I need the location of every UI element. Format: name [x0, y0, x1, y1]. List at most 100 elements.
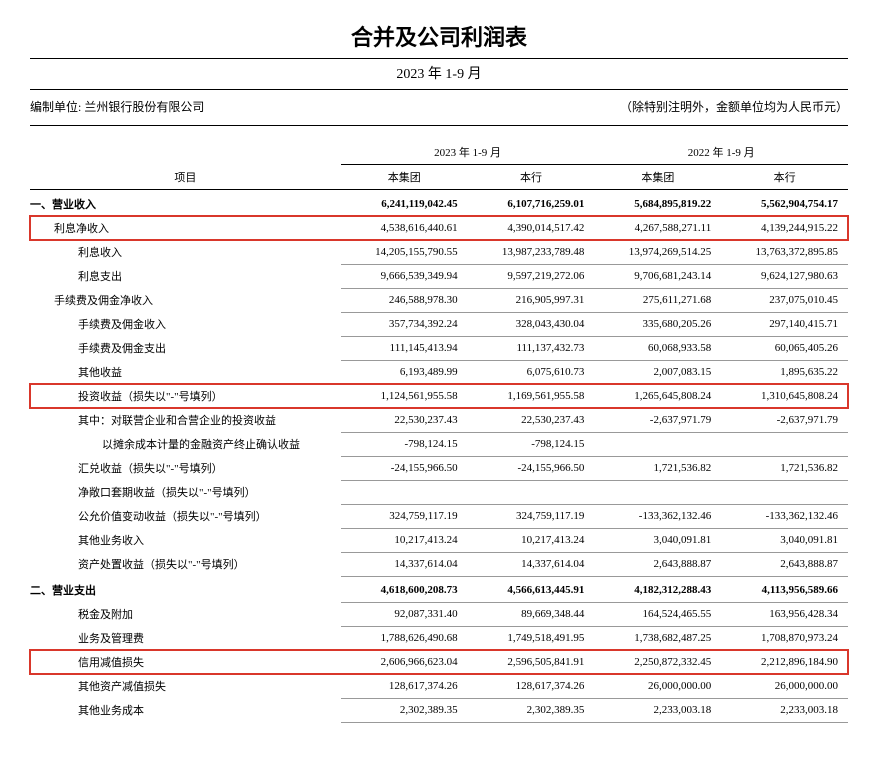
- unit-note: （除特别注明外，金额单位均为人民币元）: [620, 98, 848, 115]
- cell-value: 1,310,645,808.24: [721, 384, 848, 408]
- row-label: 公允价值变动收益（损失以"-"号填列）: [30, 504, 341, 528]
- cell-value: 3,040,091.81: [721, 528, 848, 552]
- cell-value: 5,684,895,819.22: [594, 190, 721, 217]
- cell-value: 13,763,372,895.85: [721, 240, 848, 264]
- header-period-2022: 2022 年 1-9 月: [594, 126, 848, 165]
- cell-value: 1,788,626,490.68: [341, 626, 468, 650]
- cell-value: 164,524,465.55: [594, 602, 721, 626]
- header-period-2023: 2023 年 1-9 月: [341, 126, 595, 165]
- cell-value: 1,721,536.82: [721, 456, 848, 480]
- cell-value: 26,000,000.00: [721, 674, 848, 698]
- row-label: 汇兑收益（损失以"-"号填列）: [30, 456, 341, 480]
- cell-value: 2,233,003.18: [721, 698, 848, 722]
- cell-value: 1,124,561,955.58: [341, 384, 468, 408]
- cell-value: 9,597,219,272.06: [468, 264, 595, 288]
- cell-value: [594, 480, 721, 504]
- cell-value: 3,040,091.81: [594, 528, 721, 552]
- cell-value: -2,637,971.79: [721, 408, 848, 432]
- cell-value: 237,075,010.45: [721, 288, 848, 312]
- row-label: 手续费及佣金支出: [30, 336, 341, 360]
- table-row: 其他业务成本2,302,389.352,302,389.352,233,003.…: [30, 698, 848, 722]
- cell-value: 328,043,430.04: [468, 312, 595, 336]
- table-row: 税金及附加92,087,331.4089,669,348.44164,524,4…: [30, 602, 848, 626]
- cell-value: 2,643,888.87: [721, 552, 848, 576]
- table-row: 信用减值损失2,606,966,623.042,596,505,841.91 2,…: [30, 650, 848, 674]
- table-row: 手续费及佣金支出111,145,413.94111,137,432.7360,0…: [30, 336, 848, 360]
- cell-value: -24,155,966.50: [341, 456, 468, 480]
- cell-value: 4,538,616,440.61: [341, 216, 468, 240]
- row-label: 一、营业收入: [30, 190, 341, 217]
- row-label: 信用减值损失: [30, 650, 341, 674]
- row-label: 手续费及佣金净收入: [30, 288, 341, 312]
- cell-value: 2,596,505,841.91: [468, 650, 595, 674]
- cell-value: 9,706,681,243.14: [594, 264, 721, 288]
- prepared-by: 编制单位: 兰州银行股份有限公司: [30, 98, 204, 115]
- cell-value: 10,217,413.24: [341, 528, 468, 552]
- cell-value: 324,759,117.19: [341, 504, 468, 528]
- cell-value: 14,205,155,790.55: [341, 240, 468, 264]
- table-row: 其他收益6,193,489.996,075,610.732,007,083.15…: [30, 360, 848, 384]
- table-row: 其中：对联营企业和合营企业的投资收益22,530,237.4322,530,23…: [30, 408, 848, 432]
- row-label: 二、营业支出: [30, 576, 341, 602]
- row-label: 手续费及佣金收入: [30, 312, 341, 336]
- cell-value: 92,087,331.40: [341, 602, 468, 626]
- cell-value: -798,124.15: [468, 432, 595, 456]
- table-body: 一、营业收入6,241,119,042.456,107,716,259.015,…: [30, 190, 848, 723]
- table-row: 公允价值变动收益（损失以"-"号填列）324,759,117.19324,759…: [30, 504, 848, 528]
- cell-value: 2,643,888.87: [594, 552, 721, 576]
- cell-value: 60,065,405.26: [721, 336, 848, 360]
- meta-row: 编制单位: 兰州银行股份有限公司 （除特别注明外，金额单位均为人民币元）: [30, 98, 848, 126]
- cell-value: 1,738,682,487.25: [594, 626, 721, 650]
- cell-value: 1,169,561,955.58: [468, 384, 595, 408]
- row-label: 以摊余成本计量的金融资产终止确认收益: [30, 432, 341, 456]
- cell-value: [721, 480, 848, 504]
- prepared-by-label: 编制单位:: [30, 100, 81, 114]
- cell-value: 4,139,244,915.22: [721, 216, 848, 240]
- header-bank-2023: 本行: [468, 165, 595, 190]
- row-label: 其中：对联营企业和合营企业的投资收益: [30, 408, 341, 432]
- table-row: 其他资产减值损失128,617,374.26128,617,374.2626,0…: [30, 674, 848, 698]
- cell-value: 22,530,237.43: [468, 408, 595, 432]
- table-row: 利息净收入4,538,616,440.614,390,014,517.424,2…: [30, 216, 848, 240]
- table-row: 手续费及佣金净收入246,588,978.30216,905,997.31275…: [30, 288, 848, 312]
- cell-value: 13,974,269,514.25: [594, 240, 721, 264]
- cell-value: 128,617,374.26: [341, 674, 468, 698]
- header-group-2022: 本集团: [594, 165, 721, 190]
- cell-value: 10,217,413.24: [468, 528, 595, 552]
- cell-value: 6,075,610.73: [468, 360, 595, 384]
- cell-value: 111,137,432.73: [468, 336, 595, 360]
- cell-value: -2,637,971.79: [594, 408, 721, 432]
- row-label: 其他资产减值损失: [30, 674, 341, 698]
- cell-value: 357,734,392.24: [341, 312, 468, 336]
- cell-value: 4,390,014,517.42: [468, 216, 595, 240]
- cell-value: 324,759,117.19: [468, 504, 595, 528]
- row-label: 其他业务收入: [30, 528, 341, 552]
- row-label: 利息净收入: [30, 216, 341, 240]
- cell-value: 22,530,237.43: [341, 408, 468, 432]
- cell-value: 2,302,389.35: [341, 698, 468, 722]
- cell-value: 89,669,348.44: [468, 602, 595, 626]
- cell-value: 60,068,933.58: [594, 336, 721, 360]
- cell-value: [721, 432, 848, 456]
- cell-value: 6,107,716,259.01: [468, 190, 595, 217]
- cell-value: 2,606,966,623.04: [341, 650, 468, 674]
- cell-value: 216,905,997.31: [468, 288, 595, 312]
- table-row: 利息收入14,205,155,790.5513,987,233,789.4813…: [30, 240, 848, 264]
- row-label: 利息支出: [30, 264, 341, 288]
- row-label: 净敞口套期收益（损失以"-"号填列）: [30, 480, 341, 504]
- table-row: 资产处置收益（损失以"-"号填列）14,337,614.0414,337,614…: [30, 552, 848, 576]
- cell-value: 128,617,374.26: [468, 674, 595, 698]
- cell-value: 1,265,645,808.24: [594, 384, 721, 408]
- row-label: 其他收益: [30, 360, 341, 384]
- row-label: 利息收入: [30, 240, 341, 264]
- cell-value: 9,624,127,980.63: [721, 264, 848, 288]
- row-label: 税金及附加: [30, 602, 341, 626]
- cell-value: 6,193,489.99: [341, 360, 468, 384]
- row-label: 业务及管理费: [30, 626, 341, 650]
- cell-value: 1,749,518,491.95: [468, 626, 595, 650]
- prepared-by-value: 兰州银行股份有限公司: [84, 100, 204, 114]
- cell-value: 26,000,000.00: [594, 674, 721, 698]
- header-item: 项目: [30, 165, 341, 190]
- cell-value: 246,588,978.30: [341, 288, 468, 312]
- cell-value: 2,212,896,184.90: [721, 650, 848, 674]
